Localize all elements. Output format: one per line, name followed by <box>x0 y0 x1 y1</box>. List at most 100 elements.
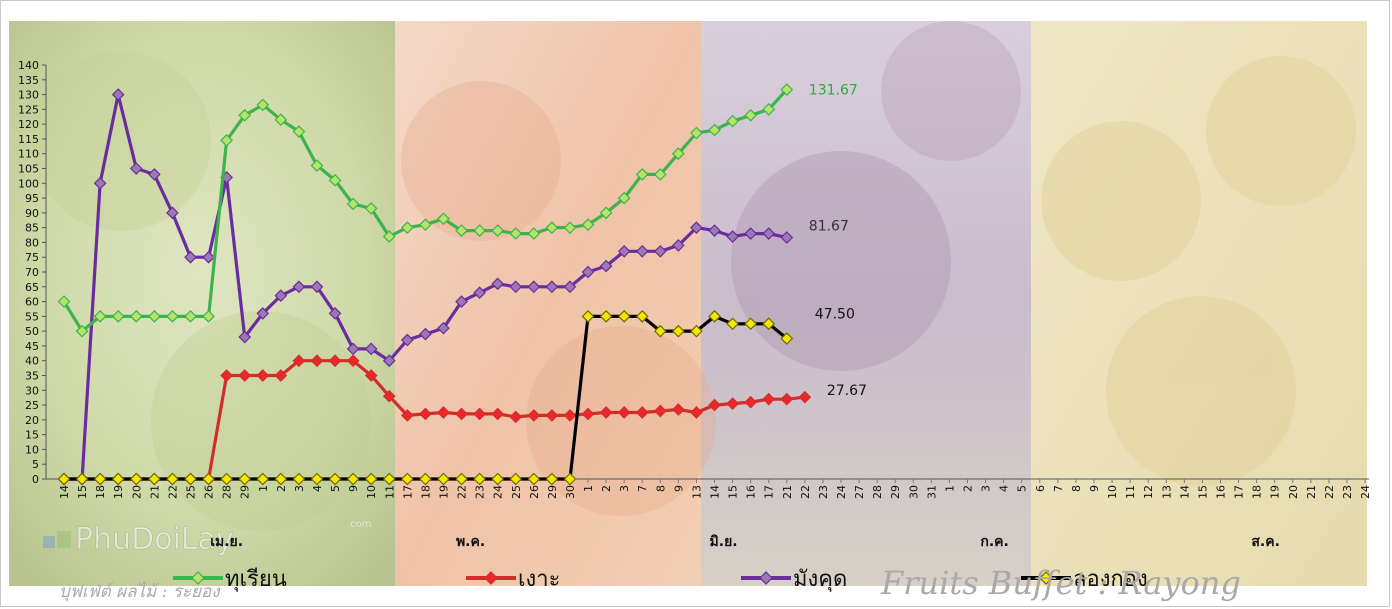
y-tick-label: 30 <box>25 384 39 397</box>
data-point <box>527 227 541 240</box>
data-point <box>129 472 143 486</box>
y-tick-label: 50 <box>25 325 39 338</box>
x-tick-label: 1 <box>257 485 270 492</box>
data-point <box>166 310 179 323</box>
durian-panel <box>9 21 395 586</box>
data-point <box>111 310 125 323</box>
x-tick-label: 24 <box>492 485 505 499</box>
data-point <box>57 295 71 308</box>
data-point <box>437 212 450 226</box>
data-point <box>328 472 342 486</box>
data-point <box>527 409 541 422</box>
data-point <box>328 173 342 187</box>
data-point <box>491 277 505 291</box>
data-point <box>563 472 577 486</box>
data-point <box>762 103 776 116</box>
data-point <box>798 390 812 404</box>
data-point <box>93 310 107 323</box>
legend-marker <box>191 571 205 585</box>
data-point <box>57 472 71 486</box>
y-tick-label: 20 <box>25 414 39 427</box>
x-tick-label: 25 <box>510 485 523 499</box>
logo-square-green <box>57 531 71 548</box>
legend-label: ทุเรียน <box>225 567 287 592</box>
data-point <box>473 407 486 421</box>
data-point <box>744 317 758 331</box>
y-tick-label: 45 <box>25 340 39 353</box>
phudoilay-logo: PhuDoiLay .com <box>43 519 372 557</box>
x-tick-label: 28 <box>871 485 884 499</box>
data-point <box>780 231 794 244</box>
y-tick-label: 80 <box>25 236 39 249</box>
x-tick-label: 21 <box>1305 485 1318 499</box>
background-panels <box>9 21 1367 586</box>
data-point <box>419 472 432 486</box>
x-tick-label: 22 <box>799 485 812 499</box>
y-tick-label: 25 <box>25 399 39 412</box>
month-label: พ.ค. <box>456 534 485 550</box>
x-tick-label: 21 <box>781 485 794 499</box>
x-tick-label: 3 <box>618 485 631 492</box>
data-point <box>129 162 143 175</box>
data-point <box>346 472 360 486</box>
series-1 <box>57 83 794 338</box>
data-point <box>491 407 505 421</box>
data-point <box>364 202 378 215</box>
x-tick-label: 17 <box>1233 485 1246 499</box>
data-point <box>400 409 414 422</box>
y-tick-label: 130 <box>18 89 39 102</box>
x-tick-label: 2 <box>275 485 288 492</box>
legend-label: ลองกอง <box>1073 567 1148 592</box>
logo-square-blue <box>43 536 55 548</box>
month-label: ส.ค. <box>1251 534 1280 550</box>
x-tick-label: 20 <box>130 485 143 499</box>
data-point <box>635 244 649 258</box>
data-point <box>509 280 523 294</box>
x-tick-label: 16 <box>1214 485 1227 499</box>
legend-item: ลองกอง <box>1021 567 1148 592</box>
x-tick-label: 30 <box>907 485 920 499</box>
data-point <box>455 295 468 308</box>
data-point <box>762 392 776 406</box>
end-value-label: 131.67 <box>809 83 858 99</box>
data-point <box>527 472 541 486</box>
data-point <box>617 244 631 258</box>
data-point <box>238 330 252 344</box>
x-tick-label: 27 <box>853 485 866 499</box>
data-point <box>635 168 649 181</box>
x-tick-label: 18 <box>94 485 107 499</box>
data-point <box>509 472 523 486</box>
y-tick-label: 75 <box>25 251 39 264</box>
data-point <box>184 250 197 264</box>
data-point <box>563 280 577 294</box>
data-point <box>310 472 324 486</box>
y-tick-label: 0 <box>32 473 39 486</box>
data-point <box>581 407 595 421</box>
rambutan-panel <box>395 21 701 586</box>
data-point <box>581 310 595 323</box>
data-point <box>581 265 595 279</box>
month-labels: เม.ย. พ.ค. มิ.ย. ก.ค. ส.ค. <box>210 534 1280 550</box>
x-tick-label: 7 <box>1052 485 1065 492</box>
y-tick-labels: 0510152025303540455055606570758085909510… <box>18 59 46 486</box>
data-point <box>292 280 306 294</box>
x-tick-label: 30 <box>564 485 577 499</box>
x-tick-label: 4 <box>998 485 1011 492</box>
x-tick-label: 15 <box>1196 485 1209 499</box>
data-point <box>382 389 396 403</box>
data-point <box>617 191 631 205</box>
data-point <box>419 407 432 421</box>
data-point <box>635 406 649 419</box>
data-point <box>491 472 505 486</box>
data-point <box>581 218 595 232</box>
x-tick-label: 24 <box>835 485 848 499</box>
y-tick-label: 100 <box>18 177 39 190</box>
data-point <box>744 108 758 122</box>
x-tick-label: 19 <box>112 485 125 499</box>
x-tick-label: 22 <box>1323 485 1336 499</box>
data-point <box>491 224 505 237</box>
data-point <box>382 354 396 368</box>
x-tick-label: 9 <box>672 485 685 492</box>
data-point <box>202 250 215 264</box>
data-point <box>93 472 107 486</box>
